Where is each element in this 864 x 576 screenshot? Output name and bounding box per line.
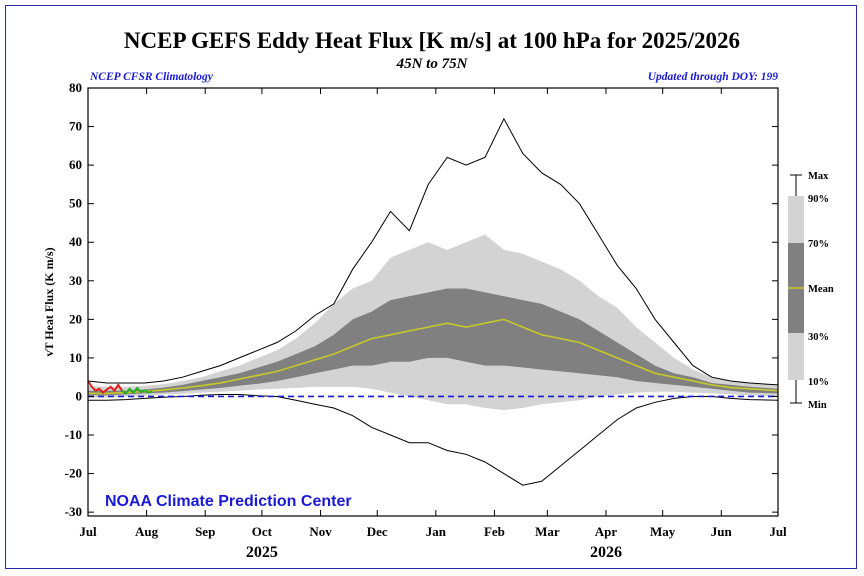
figure-border: [5, 5, 857, 569]
y-tick-label: -10: [65, 427, 82, 442]
y-tick-label: 60: [69, 157, 82, 172]
x-tick-label: Apr: [595, 524, 618, 539]
y-tick-label: 50: [69, 196, 82, 211]
mean-line: [88, 318, 779, 395]
legend-label: 90%: [808, 194, 829, 205]
legend-label: Max: [808, 171, 829, 182]
y-tick-label: -20: [65, 466, 82, 481]
y-tick-label: 0: [76, 388, 83, 403]
chart-title: NCEP GEFS Eddy Heat Flux [K m/s] at 100 …: [124, 28, 740, 53]
y-axis-label: vT Heat Flux (K m/s): [42, 247, 56, 356]
legend-label: 30%: [808, 332, 829, 343]
observed-line: [87, 380, 123, 394]
x-tick-label: Jul: [769, 524, 787, 539]
x-tick-label: Feb: [484, 524, 505, 539]
legend-label: Mean: [808, 284, 834, 295]
year-label: 2026: [590, 544, 622, 561]
x-tick-label: Nov: [309, 524, 332, 539]
max-line: [87, 117, 779, 386]
y-tick-label: 20: [69, 311, 82, 326]
min-line: [88, 394, 779, 486]
legend: Max 90% 70% Mean 30% 10% Min: [788, 171, 834, 411]
x-tick-label: Jun: [711, 524, 733, 539]
plot-area: -30 -20 -10 0 10 20 30 40 50 60 70 80 Jul Aug Sep Oct No…: [65, 80, 787, 561]
year-label: 2025: [246, 544, 278, 561]
x-tick-label: Oct: [252, 524, 273, 539]
y-tick-label: 40: [69, 234, 82, 249]
x-tick-label: Dec: [367, 524, 388, 539]
plot-frame: [87, 87, 779, 517]
band-30-70: [88, 288, 778, 396]
credit-text: NOAA Climate Prediction Center: [105, 493, 352, 510]
x-tick-label: May: [650, 524, 676, 539]
y-tick-label: 30: [69, 273, 82, 288]
x-tick-label: Jan: [426, 524, 447, 539]
legend-label: Min: [808, 400, 827, 411]
x-tick-label: Sep: [195, 524, 215, 539]
climatology-note: NCEP CFSR Climatology: [89, 71, 214, 83]
y-tick-label: 70: [69, 119, 82, 134]
y-tick-label: 10: [69, 350, 82, 365]
legend-label: 10%: [808, 377, 829, 388]
x-tick-label: Jul: [79, 524, 97, 539]
y-tick-label: 80: [69, 80, 82, 95]
x-tick-label: Mar: [535, 524, 560, 539]
y-tick-label: -30: [65, 504, 82, 519]
legend-label: 70%: [808, 239, 829, 250]
chart-subtitle: 45N to 75N: [396, 56, 469, 72]
forecast-line: [121, 386, 153, 395]
update-note: Updated through DOY: 199: [648, 71, 778, 83]
x-tick-label: Aug: [135, 524, 159, 539]
